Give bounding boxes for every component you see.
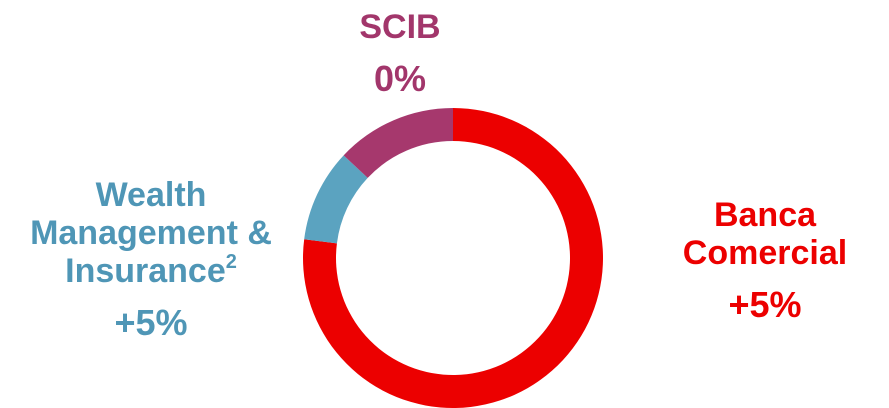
category-name: Banca Comercial bbox=[682, 196, 848, 272]
change-label: +5% bbox=[114, 302, 188, 343]
donut-segment bbox=[343, 108, 453, 178]
category-name: SCIB bbox=[359, 8, 441, 46]
segment-label: SCIB 0% bbox=[290, 8, 510, 98]
change-label: 0% bbox=[373, 58, 427, 99]
change-label: +5% bbox=[728, 284, 802, 325]
footnote-mark: 2 bbox=[225, 251, 237, 273]
segment-label: Banca Comercial +5% bbox=[655, 196, 875, 324]
donut-segment bbox=[304, 155, 368, 244]
segment-label: Wealth Management & Insurance2 +5% bbox=[15, 176, 287, 342]
category-name: Wealth Management & Insurance bbox=[30, 176, 272, 290]
